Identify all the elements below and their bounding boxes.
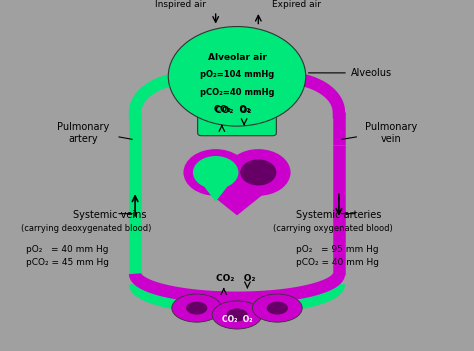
- Text: CO₂  O₂: CO₂ O₂: [215, 106, 251, 115]
- FancyBboxPatch shape: [198, 111, 276, 136]
- Text: Alveolus: Alveolus: [309, 68, 392, 78]
- Ellipse shape: [212, 301, 262, 329]
- Text: Pulmonary
artery: Pulmonary artery: [57, 122, 109, 144]
- Circle shape: [240, 159, 276, 186]
- Text: Expired air: Expired air: [272, 0, 321, 9]
- Text: (carrying deoxygenated blood): (carrying deoxygenated blood): [21, 224, 152, 233]
- Text: Pulmonary
vein: Pulmonary vein: [365, 122, 417, 144]
- Text: CO₂   O₂: CO₂ O₂: [216, 274, 255, 283]
- Text: pO₂   = 40 mm Hg: pO₂ = 40 mm Hg: [26, 245, 109, 254]
- Text: Alveolar air: Alveolar air: [208, 53, 266, 62]
- Text: CO₂  O₂: CO₂ O₂: [222, 315, 252, 324]
- Text: pCO₂ = 40 mm Hg: pCO₂ = 40 mm Hg: [296, 258, 379, 267]
- Text: pO₂   = 95 mm Hg: pO₂ = 95 mm Hg: [296, 245, 379, 254]
- Text: (carrying oxygenated blood): (carrying oxygenated blood): [273, 224, 392, 233]
- Text: CO₂   O₂: CO₂ O₂: [214, 105, 250, 114]
- Text: Systemic arteries: Systemic arteries: [296, 210, 382, 220]
- Text: Systemic veins: Systemic veins: [73, 210, 147, 220]
- Text: pO₂=104 mmHg: pO₂=104 mmHg: [200, 70, 274, 79]
- Circle shape: [226, 149, 291, 196]
- Polygon shape: [193, 172, 238, 201]
- Polygon shape: [183, 172, 291, 216]
- Text: pCO₂ = 45 mm Hg: pCO₂ = 45 mm Hg: [26, 258, 109, 267]
- Text: pCO₂=40 mmHg: pCO₂=40 mmHg: [200, 88, 274, 97]
- Ellipse shape: [227, 309, 247, 322]
- Ellipse shape: [172, 294, 221, 322]
- Ellipse shape: [252, 294, 302, 322]
- Text: Inspired air: Inspired air: [155, 0, 206, 9]
- Ellipse shape: [266, 302, 288, 314]
- Circle shape: [168, 27, 306, 126]
- Ellipse shape: [186, 302, 207, 314]
- Circle shape: [193, 156, 238, 189]
- Circle shape: [183, 149, 248, 196]
